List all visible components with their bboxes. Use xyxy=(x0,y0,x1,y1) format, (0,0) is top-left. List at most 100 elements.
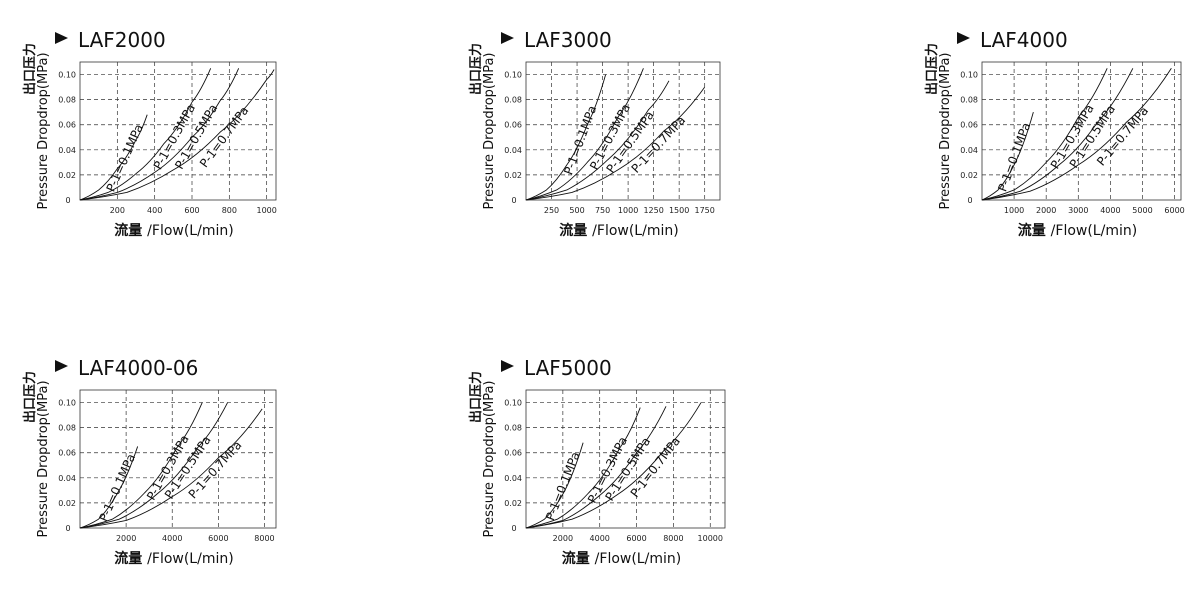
y-axis-label-cn: 出口压力 xyxy=(22,43,38,95)
x-tick-label: 750 xyxy=(595,206,610,215)
series-line-4 xyxy=(981,68,1172,201)
y-tick-label: 0.04 xyxy=(960,146,978,155)
x-axis-label-cn: 流量 xyxy=(559,222,592,239)
y-tick-label: 0.06 xyxy=(58,449,76,458)
y-tick-label: 0.06 xyxy=(504,121,522,130)
x-axis-label: 流量 /Flow(L/min) xyxy=(562,550,681,567)
x-tick-label: 1250 xyxy=(643,206,663,215)
x-tick-label: 1000 xyxy=(256,206,276,215)
y-tick-label: 0.06 xyxy=(58,121,76,130)
plot-frame xyxy=(525,61,721,201)
series-line-3 xyxy=(79,68,240,201)
series-line-4 xyxy=(525,86,706,201)
y-axis-label-en: Pressure Dropdrop(MPa) xyxy=(36,52,51,209)
chart-1: LAF2000 0 200 400 600 800 1000 0.02 0.04 0.06 0.08… xyxy=(22,28,277,239)
origin-tick-label: 0 xyxy=(65,524,70,533)
y-axis-label-en: Pressure Dropdrop(MPa) xyxy=(36,380,51,537)
x-tick-label: 4000 xyxy=(1100,206,1120,215)
x-tick-label: 600 xyxy=(184,206,199,215)
x-tick-label: 3000 xyxy=(1068,206,1088,215)
y-tick-label: 0.10 xyxy=(960,71,978,80)
chart-4: LAF4000-06 0 2000 4000 6000 8000 0.02 0.04 0.06 0… xyxy=(22,356,277,567)
x-tick-label: 6000 xyxy=(1164,206,1184,215)
chart-title: LAF5000 xyxy=(524,356,612,380)
series-line-4 xyxy=(79,408,263,529)
y-axis-label-en: Pressure Dropdrop(MPa) xyxy=(482,52,497,209)
y-tick-label: 0.08 xyxy=(504,424,522,433)
chart-title: LAF4000-06 xyxy=(78,356,198,380)
series-line-1 xyxy=(79,114,148,201)
y-tick-label: 0.08 xyxy=(58,96,76,105)
plot-frame xyxy=(79,389,277,529)
play-arrow-icon xyxy=(55,360,68,372)
chart-title: LAF3000 xyxy=(524,28,612,52)
chart-3: LAF4000 0 1000 2000 3000 4000 5000 6000 0.02 0.04… xyxy=(924,28,1185,239)
y-tick-label: 0.08 xyxy=(504,96,522,105)
x-tick-label: 500 xyxy=(569,206,584,215)
y-axis-label-en: Pressure Dropdrop(MPa) xyxy=(938,52,953,209)
y-axis-label-cn: 出口压力 xyxy=(468,43,484,95)
x-axis-label-en: /Flow(L/min) xyxy=(1051,223,1138,239)
x-tick-label: 1500 xyxy=(669,206,689,215)
y-tick-label: 0.02 xyxy=(58,171,76,180)
y-axis-label-cn: 出口压力 xyxy=(468,371,484,423)
x-axis-label-cn: 流量 xyxy=(114,222,147,239)
series-line-1 xyxy=(79,446,139,529)
x-axis-label-en: /Flow(L/min) xyxy=(595,551,682,567)
x-axis-label: 流量 /Flow(L/min) xyxy=(114,550,233,567)
series-line-1 xyxy=(525,74,607,201)
series-line-1 xyxy=(525,442,584,529)
x-tick-label: 6000 xyxy=(626,534,646,543)
y-tick-label: 0.10 xyxy=(58,399,76,408)
plot-frame xyxy=(525,389,726,529)
y-tick-label: 0.08 xyxy=(960,96,978,105)
play-arrow-icon xyxy=(501,360,514,372)
y-tick-label: 0.06 xyxy=(960,121,978,130)
series-line-2 xyxy=(79,402,203,529)
series-line-3 xyxy=(525,80,670,201)
x-axis-label-en: /Flow(L/min) xyxy=(147,551,234,567)
play-arrow-icon xyxy=(501,32,514,44)
y-tick-label: 0.02 xyxy=(504,171,522,180)
chart-5: LAF5000 0 2000 4000 6000 8000 10000 0.02 0.04 0.0… xyxy=(468,356,726,567)
y-tick-label: 0.04 xyxy=(58,146,76,155)
x-tick-label: 1000 xyxy=(618,206,638,215)
y-axis-label-en: Pressure Dropdrop(MPa) xyxy=(482,380,497,537)
x-tick-label: 1000 xyxy=(1004,206,1024,215)
x-axis-label-cn: 流量 xyxy=(1018,222,1051,239)
x-tick-label: 5000 xyxy=(1132,206,1152,215)
x-tick-label: 2000 xyxy=(116,534,136,543)
x-tick-label: 2000 xyxy=(1036,206,1056,215)
series-line-2 xyxy=(981,68,1108,201)
y-tick-label: 0.10 xyxy=(504,71,522,80)
y-tick-label: 0.06 xyxy=(504,449,522,458)
y-tick-label: 0.02 xyxy=(960,171,978,180)
x-axis-label-cn: 流量 xyxy=(562,550,595,567)
series-line-2 xyxy=(525,68,644,201)
chart-title: LAF2000 xyxy=(78,28,166,52)
x-tick-label: 10000 xyxy=(698,534,723,543)
x-tick-label: 4000 xyxy=(162,534,182,543)
series-line-3 xyxy=(981,68,1134,201)
x-axis-label: 流量 /Flow(L/min) xyxy=(1018,222,1137,239)
x-tick-label: 6000 xyxy=(208,534,228,543)
origin-tick-label: 0 xyxy=(65,196,70,205)
y-tick-label: 0.02 xyxy=(504,499,522,508)
x-tick-label: 200 xyxy=(110,206,125,215)
y-tick-label: 0.10 xyxy=(504,399,522,408)
x-tick-label: 400 xyxy=(147,206,162,215)
chart-2: LAF3000 0 250 500 750 1000 1250 1500 1750 0.02 0.0… xyxy=(468,28,721,239)
x-tick-label: 4000 xyxy=(590,534,610,543)
series-line-2 xyxy=(79,68,212,201)
x-tick-label: 1750 xyxy=(695,206,715,215)
series-line-4 xyxy=(525,402,702,529)
chart-title: LAF4000 xyxy=(980,28,1068,52)
series-line-2 xyxy=(525,407,641,529)
y-axis-label-cn: 出口压力 xyxy=(924,43,940,95)
x-tick-label: 250 xyxy=(544,206,559,215)
y-tick-label: 0.04 xyxy=(504,474,522,483)
plot-frame xyxy=(981,61,1182,201)
origin-tick-label: 0 xyxy=(511,196,516,205)
play-arrow-icon xyxy=(55,32,68,44)
